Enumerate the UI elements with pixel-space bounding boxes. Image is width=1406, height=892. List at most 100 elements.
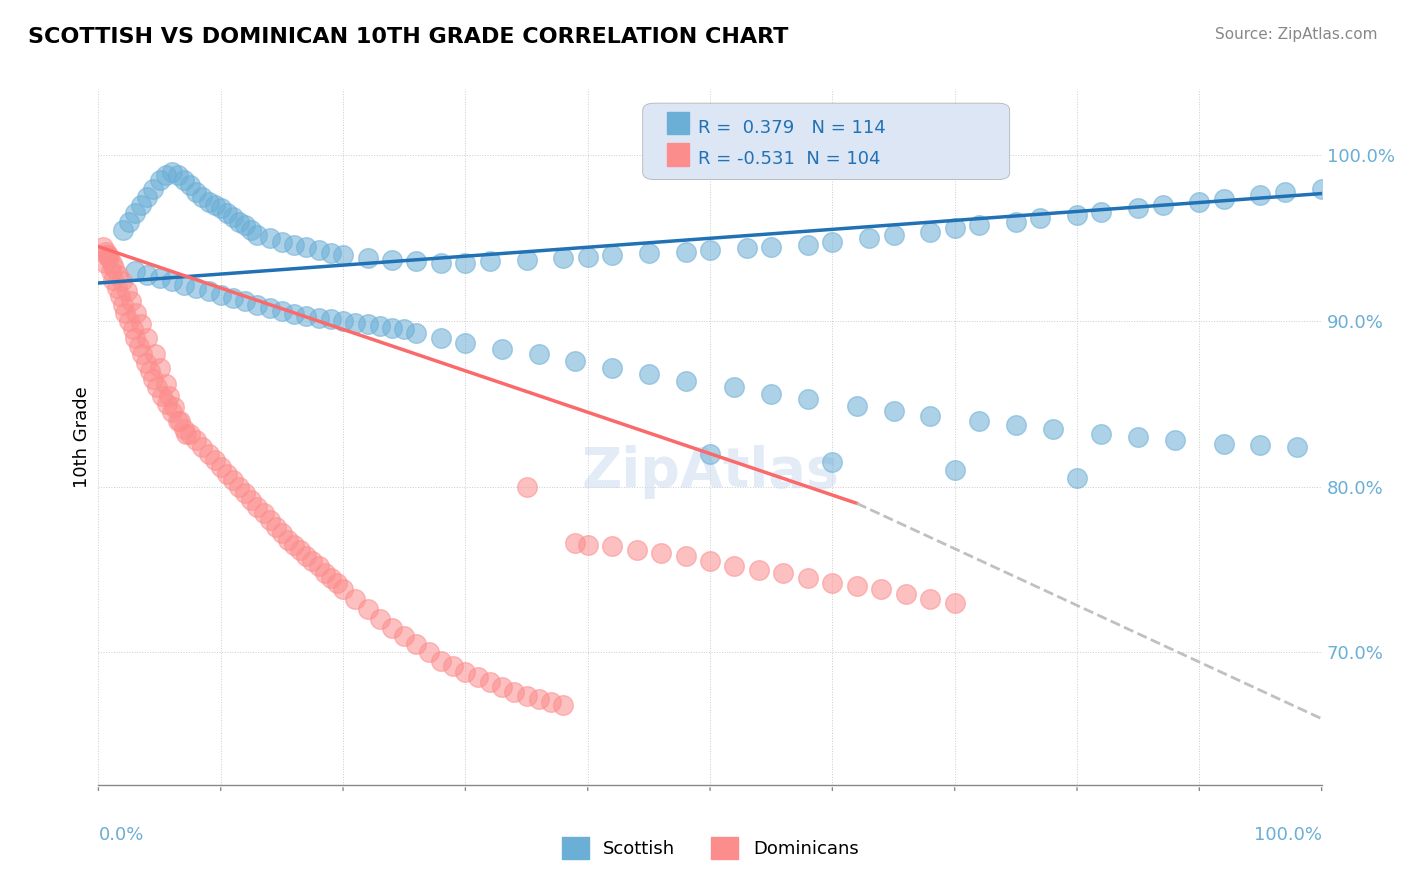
Point <box>149 173 172 187</box>
Point <box>191 440 214 454</box>
Point <box>638 246 661 260</box>
Point <box>94 244 117 259</box>
Text: 0.0%: 0.0% <box>98 826 143 845</box>
Point <box>699 554 721 568</box>
Point <box>368 612 391 626</box>
Point <box>118 215 141 229</box>
Point <box>441 658 464 673</box>
Point <box>131 347 153 361</box>
Point <box>491 680 513 694</box>
FancyBboxPatch shape <box>668 112 689 135</box>
Point <box>454 335 477 350</box>
Point <box>699 243 721 257</box>
Point <box>308 310 330 325</box>
Point <box>491 343 513 357</box>
Point <box>173 277 195 292</box>
Point <box>169 413 191 427</box>
Point <box>146 380 169 394</box>
Point <box>228 215 250 229</box>
Point <box>967 413 990 427</box>
Point <box>761 387 783 401</box>
Point <box>143 347 166 361</box>
Point <box>553 698 575 713</box>
Point <box>179 178 201 193</box>
Point <box>600 540 623 554</box>
Point <box>222 210 245 224</box>
Point <box>111 274 134 288</box>
Point <box>186 434 208 448</box>
Point <box>1249 438 1271 452</box>
Point <box>111 223 134 237</box>
Point <box>129 198 152 212</box>
Point <box>149 360 172 375</box>
Point <box>553 251 575 265</box>
Point <box>1310 181 1333 195</box>
Point <box>699 447 721 461</box>
Point <box>405 254 427 268</box>
Point <box>228 480 250 494</box>
Point <box>259 301 281 315</box>
Point <box>209 287 232 301</box>
Point <box>191 190 214 204</box>
Point <box>344 592 367 607</box>
Point <box>540 695 562 709</box>
Point <box>259 513 281 527</box>
Point <box>124 206 146 220</box>
FancyBboxPatch shape <box>668 144 689 166</box>
Point <box>111 297 134 311</box>
Point <box>150 389 173 403</box>
Point <box>650 546 672 560</box>
Point <box>142 372 165 386</box>
Point <box>209 202 232 216</box>
Point <box>135 355 157 369</box>
Point <box>97 248 120 262</box>
Point <box>527 691 550 706</box>
Point <box>197 194 219 209</box>
Point <box>576 538 599 552</box>
Point <box>204 453 226 467</box>
Point <box>246 297 269 311</box>
Point <box>270 526 294 541</box>
Point <box>319 571 342 585</box>
Point <box>277 533 299 547</box>
Point <box>209 459 232 474</box>
Point <box>125 306 148 320</box>
Text: Source: ZipAtlas.com: Source: ZipAtlas.com <box>1215 27 1378 42</box>
Point <box>920 409 942 423</box>
Point <box>105 281 128 295</box>
Point <box>283 308 305 322</box>
Point <box>735 241 758 255</box>
Point <box>155 377 177 392</box>
Point <box>301 554 323 568</box>
Point <box>564 354 586 368</box>
Point <box>319 246 342 260</box>
Point <box>1212 436 1234 450</box>
Point <box>894 587 917 601</box>
Point <box>96 248 118 262</box>
Point <box>675 549 697 564</box>
Point <box>157 389 180 403</box>
Point <box>264 519 287 533</box>
Point <box>246 500 269 514</box>
Point <box>1152 198 1174 212</box>
Text: SCOTTISH VS DOMINICAN 10TH GRADE CORRELATION CHART: SCOTTISH VS DOMINICAN 10TH GRADE CORRELA… <box>28 27 789 46</box>
Point <box>91 239 114 253</box>
Point <box>967 218 990 232</box>
Point <box>600 360 623 375</box>
Point <box>176 426 198 441</box>
Point <box>1066 471 1088 485</box>
Point <box>883 403 905 417</box>
Point <box>107 268 129 282</box>
Point <box>136 190 159 204</box>
Point <box>259 231 281 245</box>
Point <box>163 401 186 415</box>
Point <box>675 374 697 388</box>
Point <box>920 592 942 607</box>
Point <box>160 274 183 288</box>
Point <box>295 309 318 323</box>
Point <box>515 252 537 267</box>
Point <box>797 238 820 252</box>
Point <box>139 364 162 378</box>
Point <box>222 291 245 305</box>
Point <box>527 347 550 361</box>
